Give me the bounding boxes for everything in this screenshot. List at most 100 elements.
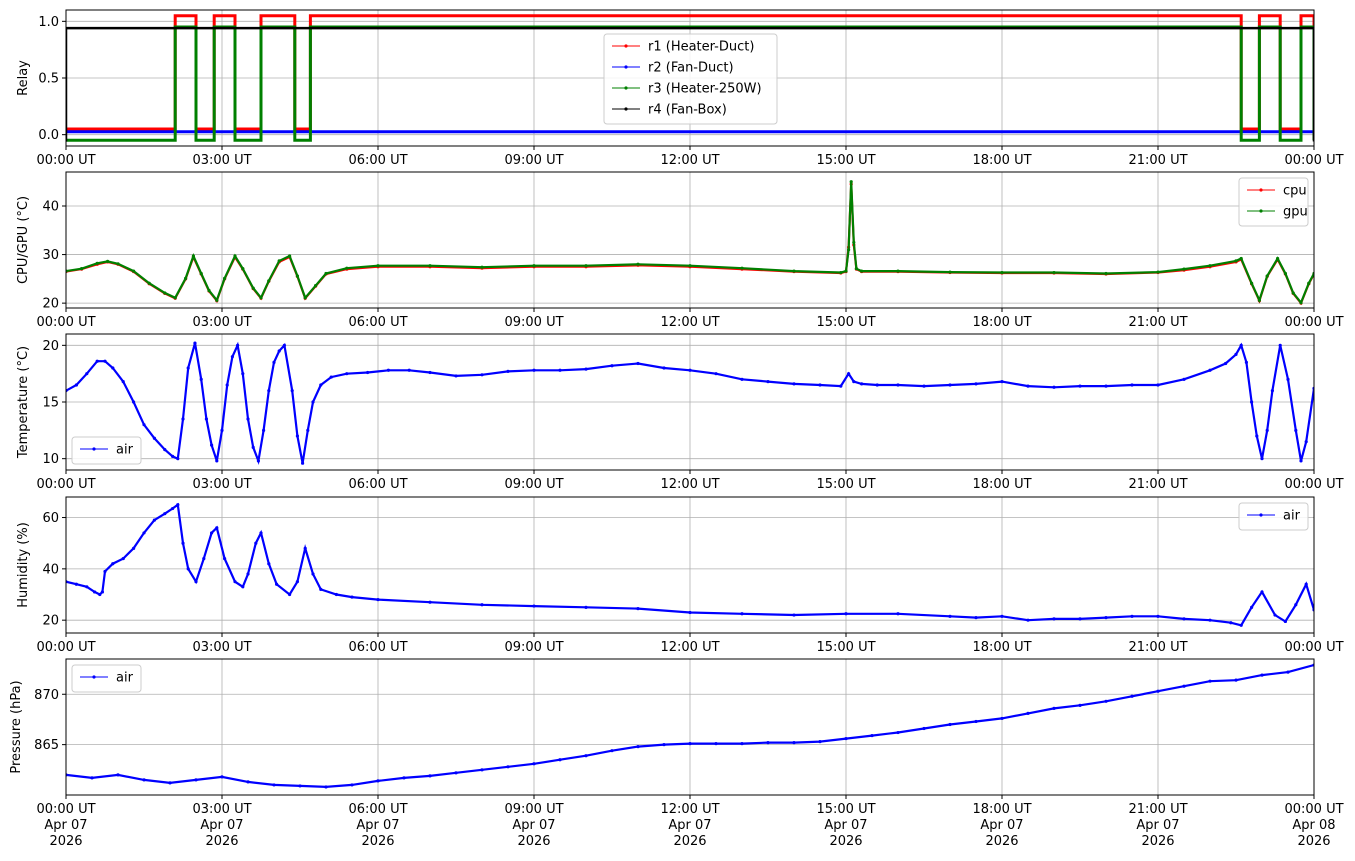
data-point — [1000, 380, 1004, 384]
y-tick-label: 870 — [34, 688, 59, 703]
data-point — [852, 380, 856, 384]
data-point — [480, 768, 484, 772]
data-point — [875, 383, 879, 387]
x-tick-label: 00:00 UT — [1284, 315, 1343, 330]
legend-swatch-marker — [624, 44, 628, 48]
data-point — [847, 372, 851, 376]
legend-box — [71, 436, 142, 465]
legend-swatch-marker — [1259, 209, 1263, 213]
data-point — [1156, 383, 1160, 387]
data-point — [1299, 459, 1303, 463]
data-point — [1052, 617, 1056, 621]
data-point — [1229, 621, 1233, 625]
data-point — [428, 600, 432, 604]
data-point — [870, 733, 874, 738]
data-point — [454, 771, 458, 775]
data-point — [558, 368, 562, 372]
legend-swatch-marker — [92, 447, 96, 451]
data-point — [854, 267, 859, 271]
data-point — [95, 359, 99, 363]
data-point — [948, 722, 952, 727]
data-point — [236, 343, 240, 347]
x-tick-label: 12:00 UT — [660, 640, 719, 655]
data-point — [186, 366, 190, 370]
data-point — [251, 286, 255, 290]
x-tick-label: 18:00 UT — [972, 477, 1031, 492]
data-point — [1026, 618, 1030, 622]
data-point — [194, 580, 198, 584]
data-point — [1182, 684, 1186, 688]
data-point — [558, 758, 562, 762]
x-tick-label: 06:00 UT — [348, 802, 407, 817]
data-point — [740, 742, 744, 746]
data-point — [688, 368, 692, 372]
data-point — [103, 569, 107, 574]
y-axis-label: Pressure (hPa) — [9, 680, 24, 773]
x-tick-year: 2026 — [1297, 834, 1330, 849]
data-point — [207, 288, 211, 293]
x-tick-date: Apr 07 — [512, 818, 555, 833]
y-tick-label: 40 — [42, 200, 59, 215]
data-point — [922, 726, 926, 731]
data-point — [1078, 703, 1082, 707]
x-tick-year: 2026 — [985, 834, 1018, 849]
legend: r1 (Heater-Duct) r2 (Fan-Duct) r3 (Heater-… — [603, 33, 778, 125]
data-point — [740, 612, 744, 616]
data-point — [1026, 384, 1030, 388]
data-point — [254, 541, 258, 545]
legend-swatch-marker — [624, 107, 628, 111]
data-point — [147, 281, 151, 285]
data-point — [152, 436, 156, 440]
data-point — [191, 254, 195, 258]
data-point — [259, 296, 263, 300]
data-point — [324, 271, 328, 276]
x-tick-date: Apr 07 — [356, 818, 399, 833]
data-point — [210, 531, 214, 535]
x-tick-label: 00:00 UT — [1284, 802, 1343, 817]
y-axis-label: Humidity (%) — [16, 522, 31, 608]
data-point — [636, 607, 640, 611]
data-point — [688, 742, 692, 746]
y-tick-label: 20 — [42, 339, 59, 354]
x-tick-date: Apr 07 — [668, 818, 711, 833]
data-point — [1000, 614, 1004, 618]
data-point — [506, 369, 510, 373]
data-point — [636, 745, 640, 749]
data-point — [303, 546, 307, 550]
x-tick-label: 00:00 UT — [36, 802, 95, 817]
x-tick-label: 15:00 UT — [816, 477, 875, 492]
data-point — [1299, 301, 1303, 305]
data-point — [818, 383, 822, 387]
x-tick-label: 15:00 UT — [816, 315, 875, 330]
data-point — [290, 389, 294, 393]
x-tick-label: 03:00 UT — [192, 802, 251, 817]
data-point — [215, 526, 219, 530]
data-point — [116, 262, 120, 266]
data-point — [334, 592, 338, 597]
data-point — [849, 180, 853, 184]
data-point — [241, 372, 245, 376]
data-point — [223, 556, 227, 561]
data-point — [163, 448, 167, 452]
data-point — [1265, 428, 1269, 432]
data-point — [345, 372, 349, 376]
legend-swatch-marker — [624, 86, 628, 90]
y-axis-label: CPU/GPU (°C) — [16, 196, 31, 284]
x-tick-year: 2026 — [517, 834, 550, 849]
data-point — [298, 784, 302, 788]
data-point — [688, 610, 692, 615]
data-point — [1294, 428, 1298, 432]
data-point — [95, 261, 99, 265]
y-tick-label: 10 — [42, 452, 59, 467]
data-point — [852, 240, 856, 245]
data-point — [256, 459, 260, 463]
x-tick-label: 12:00 UT — [660, 802, 719, 817]
data-point — [1276, 256, 1280, 261]
y-tick-label: 1.0 — [38, 15, 59, 30]
data-point — [181, 541, 185, 545]
data-point — [1234, 678, 1238, 682]
data-point — [974, 382, 978, 386]
data-point — [714, 372, 718, 376]
x-tick-label: 00:00 UT — [1284, 477, 1343, 492]
x-tick-label: 15:00 UT — [816, 153, 875, 168]
